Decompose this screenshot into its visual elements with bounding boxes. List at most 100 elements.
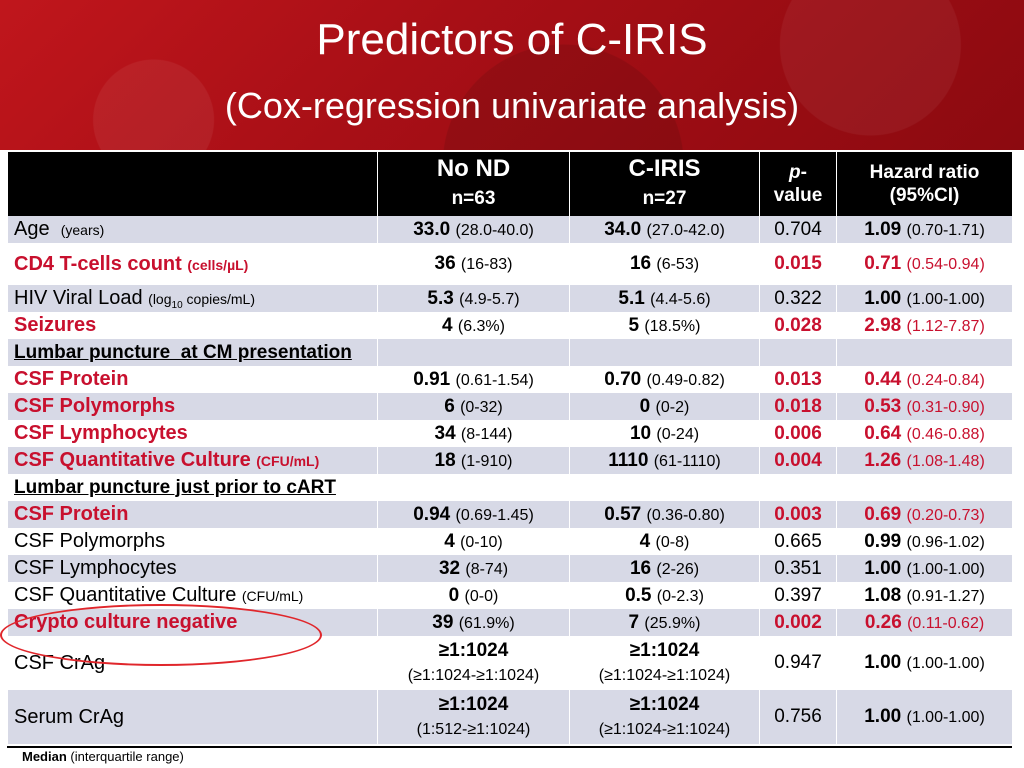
p-value-cell: 0.756: [759, 690, 837, 744]
row-label: CD4 T-cells count (cells/µL): [7, 243, 378, 285]
c-iris-cell: 16 (2-26): [569, 555, 760, 582]
c-iris-cell: 34.0 (27.0-42.0): [569, 216, 760, 243]
table-row: Age (years) 33.0 (28.0-40.0) 34.0 (27.0-…: [7, 216, 1013, 243]
table-row: CSF Polymorphs 6 (0-32) 0 (0-2) 0.018 0.…: [7, 393, 1013, 420]
c-iris-cell: 0.70 (0.49-0.82): [569, 366, 760, 393]
no-nd-cell: 33.0 (28.0-40.0): [377, 216, 570, 243]
table-row: CSF Quantitative Culture (CFU/mL) 0 (0-0…: [7, 582, 1013, 609]
row-label: CSF Protein: [7, 501, 378, 528]
slide-subtitle: (Cox-regression univariate analysis): [224, 85, 800, 126]
table-row: CD4 T-cells count (cells/µL) 36 (16-83) …: [7, 243, 1013, 285]
c-iris-cell: 16 (6-53): [569, 243, 760, 285]
no-nd-cell: 18 (1-910): [377, 447, 570, 474]
hazard-ratio-cell: 1.00 (1.00-1.00): [836, 636, 1013, 690]
c-iris-cell: 7 (25.9%): [569, 609, 760, 636]
table-row: Serum CrAg ≥1:1024 (1:512-≥1:1024) ≥1:102…: [7, 690, 1013, 744]
no-nd-cell: ≥1:1024 (≥1:1024-≥1:1024): [377, 636, 570, 690]
hazard-ratio-cell: 1.08 (0.91-1.27): [836, 582, 1013, 609]
section-row: Lumbar puncture at CM presentation: [7, 339, 1013, 366]
header-c-iris: C-IRIS n=27: [569, 152, 760, 216]
hazard-ratio-cell: 0.99 (0.96-1.02): [836, 528, 1013, 555]
hazard-ratio-cell: 0.64 (0.46-0.88): [836, 420, 1013, 447]
p-value-cell: 0.013: [759, 366, 837, 393]
row-label: Crypto culture negative: [7, 609, 378, 636]
hazard-ratio-cell: 1.00 (1.00-1.00): [836, 690, 1013, 744]
banner-pattern: [0, 0, 1024, 150]
p-value-cell: 0.003: [759, 501, 837, 528]
section-row: Lumbar puncture just prior to cART: [7, 474, 1013, 501]
c-iris-cell: 4 (0-8): [569, 528, 760, 555]
no-nd-cell: 32 (8-74): [377, 555, 570, 582]
row-label: CSF Quantitative Culture (CFU/mL): [7, 447, 378, 474]
hazard-ratio-cell: 0.26 (0.11-0.62): [836, 609, 1013, 636]
table-header-row: No ND n=63 C-IRIS n=27 p- value Hazard r…: [7, 152, 1013, 216]
p-value-cell: 0.665: [759, 528, 837, 555]
no-nd-cell: 4 (0-10): [377, 528, 570, 555]
p-value-cell: 0.397: [759, 582, 837, 609]
c-iris-cell: ≥1:1024 (≥1:1024-≥1:1024): [569, 636, 760, 690]
no-nd-cell: 36 (16-83): [377, 243, 570, 285]
row-label: CSF Lymphocytes: [7, 555, 378, 582]
p-value-cell: 0.004: [759, 447, 837, 474]
hazard-ratio-cell: 1.09 (0.70-1.71): [836, 216, 1013, 243]
header-p-value: p- value: [759, 152, 837, 216]
p-value-cell: 0.351: [759, 555, 837, 582]
no-nd-cell: 4 (6.3%): [377, 312, 570, 339]
row-label: Serum CrAg: [7, 690, 378, 744]
row-label: CSF Polymorphs: [7, 393, 378, 420]
title-banner: Predictors of C-IRIS (Cox-regression uni…: [0, 0, 1024, 150]
table-row: Crypto culture negative 39 (61.9%) 7 (25…: [7, 609, 1013, 636]
p-value-cell: 0.006: [759, 420, 837, 447]
no-nd-cell: ≥1:1024 (1:512-≥1:1024): [377, 690, 570, 744]
table-row: CSF Protein 0.91 (0.61-1.54) 0.70 (0.49-…: [7, 366, 1013, 393]
header-no-nd: No ND n=63: [377, 152, 570, 216]
table-row: HIV Viral Load (log10 copies/mL) 5.3 (4.…: [7, 285, 1013, 312]
hazard-ratio-cell: 0.44 (0.24-0.84): [836, 366, 1013, 393]
p-value-cell: 0.947: [759, 636, 837, 690]
p-value-cell: 0.322: [759, 285, 837, 312]
table-row: CSF Lymphocytes 34 (8-144) 10 (0-24) 0.0…: [7, 420, 1013, 447]
table-row: CSF CrAg ≥1:1024 (≥1:1024-≥1:1024) ≥1:102…: [7, 636, 1013, 690]
hazard-ratio-cell: 0.69 (0.20-0.73): [836, 501, 1013, 528]
c-iris-cell: 5 (18.5%): [569, 312, 760, 339]
c-iris-cell: 5.1 (4.4-5.6): [569, 285, 760, 312]
table-row: CSF Lymphocytes 32 (8-74) 16 (2-26) 0.35…: [7, 555, 1013, 582]
c-iris-cell: 0.5 (0-2.3): [569, 582, 760, 609]
hazard-ratio-cell: 0.71 (0.54-0.94): [836, 243, 1013, 285]
section-label: Lumbar puncture at CM presentation: [7, 339, 378, 366]
c-iris-cell: 10 (0-24): [569, 420, 760, 447]
table-row: CSF Polymorphs 4 (0-10) 4 (0-8) 0.665 0.…: [7, 528, 1013, 555]
row-label: CSF Polymorphs: [7, 528, 378, 555]
c-iris-cell: 0.57 (0.36-0.80): [569, 501, 760, 528]
row-label: CSF Quantitative Culture (CFU/mL): [7, 582, 378, 609]
c-iris-cell: 0 (0-2): [569, 393, 760, 420]
p-value-cell: 0.015: [759, 243, 837, 285]
hazard-ratio-cell: 1.00 (1.00-1.00): [836, 555, 1013, 582]
no-nd-cell: 34 (8-144): [377, 420, 570, 447]
hazard-ratio-cell: 0.53 (0.31-0.90): [836, 393, 1013, 420]
no-nd-cell: 0.91 (0.61-1.54): [377, 366, 570, 393]
hazard-ratio-cell: 1.26 (1.08-1.48): [836, 447, 1013, 474]
p-value-cell: 0.018: [759, 393, 837, 420]
hazard-ratio-cell: 1.00 (1.00-1.00): [836, 285, 1013, 312]
slide-title: Predictors of C-IRIS: [316, 15, 708, 64]
header-label: [7, 152, 378, 216]
no-nd-cell: 0 (0-0): [377, 582, 570, 609]
footnote: Median (interquartile range): [22, 749, 184, 764]
table-row: CSF Protein 0.94 (0.69-1.45) 0.57 (0.36-…: [7, 501, 1013, 528]
no-nd-cell: 39 (61.9%): [377, 609, 570, 636]
hazard-ratio-cell: 2.98 (1.12-7.87): [836, 312, 1013, 339]
table-row: CSF Quantitative Culture (CFU/mL) 18 (1-…: [7, 447, 1013, 474]
results-table: No ND n=63 C-IRIS n=27 p- value Hazard r…: [7, 152, 1013, 744]
p-value-cell: 0.002: [759, 609, 837, 636]
row-label: Seizures: [7, 312, 378, 339]
row-label: CSF Lymphocytes: [7, 420, 378, 447]
p-value-cell: 0.704: [759, 216, 837, 243]
row-label: HIV Viral Load (log10 copies/mL): [7, 285, 378, 312]
no-nd-cell: 6 (0-32): [377, 393, 570, 420]
c-iris-cell: ≥1:1024 (≥1:1024-≥1:1024): [569, 690, 760, 744]
row-label: CSF CrAg: [7, 636, 378, 690]
no-nd-cell: 5.3 (4.9-5.7): [377, 285, 570, 312]
table-row: Seizures 4 (6.3%) 5 (18.5%) 0.028 2.98 (…: [7, 312, 1013, 339]
header-hazard-ratio: Hazard ratio (95%CI): [836, 152, 1013, 216]
